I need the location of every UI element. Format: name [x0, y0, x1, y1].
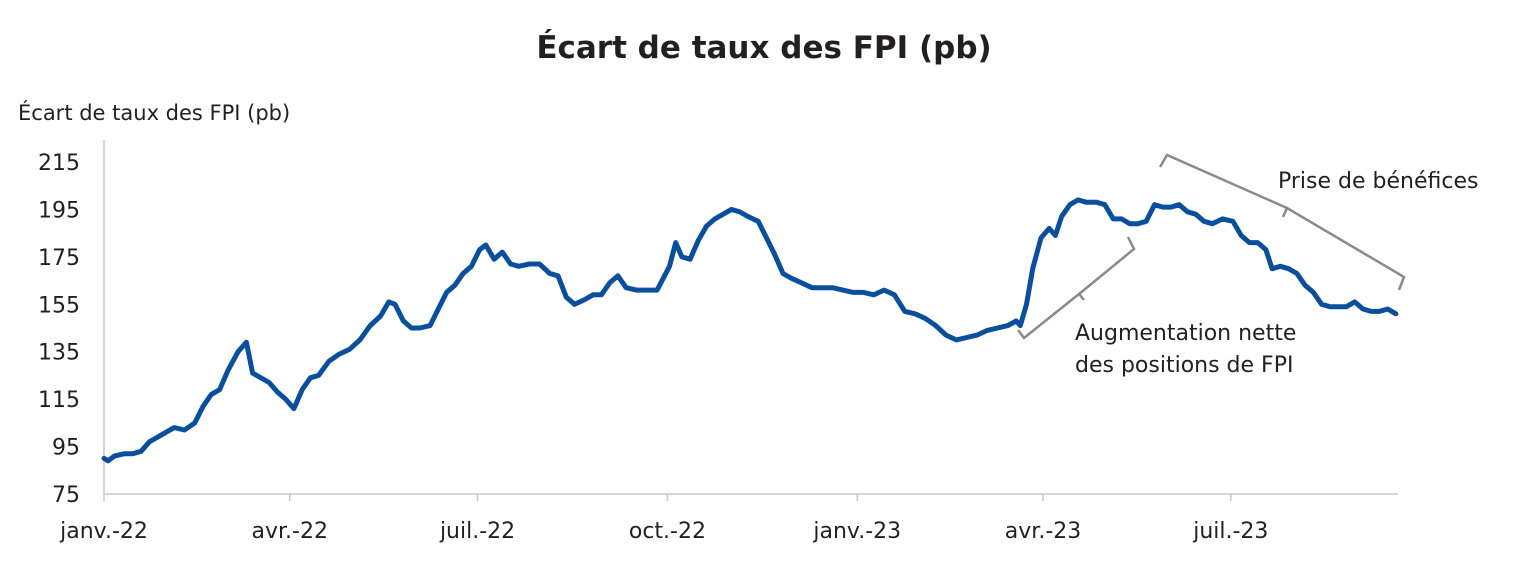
x-tick-label: juil.-23: [1192, 519, 1268, 544]
y-tick-label: 175: [38, 246, 80, 271]
annotation-net-increase: Augmentation nette des positions de FPI: [1017, 236, 1296, 378]
y-tick-label: 95: [52, 436, 80, 461]
x-tick-label: oct.-22: [629, 519, 706, 544]
chart-title: Écart de taux des FPI (pb): [536, 30, 991, 66]
y-tick-label: 75: [52, 483, 80, 508]
x-tick-label: avr.-23: [1005, 519, 1081, 544]
series-line-0: [101, 197, 1399, 464]
axes: [103, 140, 1398, 495]
annotation-bracket-net-increase: [1017, 236, 1136, 340]
annotation-profit-taking: Prise de bénéfices: [1158, 153, 1478, 291]
y-axis-label: Écart de taux des FPI (pb): [18, 100, 290, 125]
y-tick-label: 155: [38, 293, 80, 318]
y-axis-ticks: 215 195 175 155 135 115 95 75: [38, 151, 80, 508]
x-tick-label: janv.-23: [812, 519, 901, 544]
y-tick-label: 195: [38, 198, 80, 223]
x-tick-label: avr.-22: [252, 519, 328, 544]
x-axis-ticks: janv.-22 avr.-22 juil.-22 oct.-22 janv.-23 av…: [59, 494, 1268, 544]
x-tick-label: juil.-22: [439, 519, 515, 544]
y-tick-label: 115: [38, 388, 80, 413]
series-lines: [101, 197, 1399, 464]
annotation-label-net-increase-line2: des positions de FPI: [1075, 353, 1293, 378]
annotation-label-net-increase-line1: Augmentation nette: [1075, 321, 1296, 346]
x-tick-label: janv.-22: [59, 519, 148, 544]
y-tick-label: 135: [38, 341, 80, 366]
annotation-label-profit-taking: Prise de bénéfices: [1278, 169, 1478, 194]
y-tick-label: 215: [38, 151, 80, 176]
annotation-bracket-profit-taking: [1158, 153, 1406, 291]
